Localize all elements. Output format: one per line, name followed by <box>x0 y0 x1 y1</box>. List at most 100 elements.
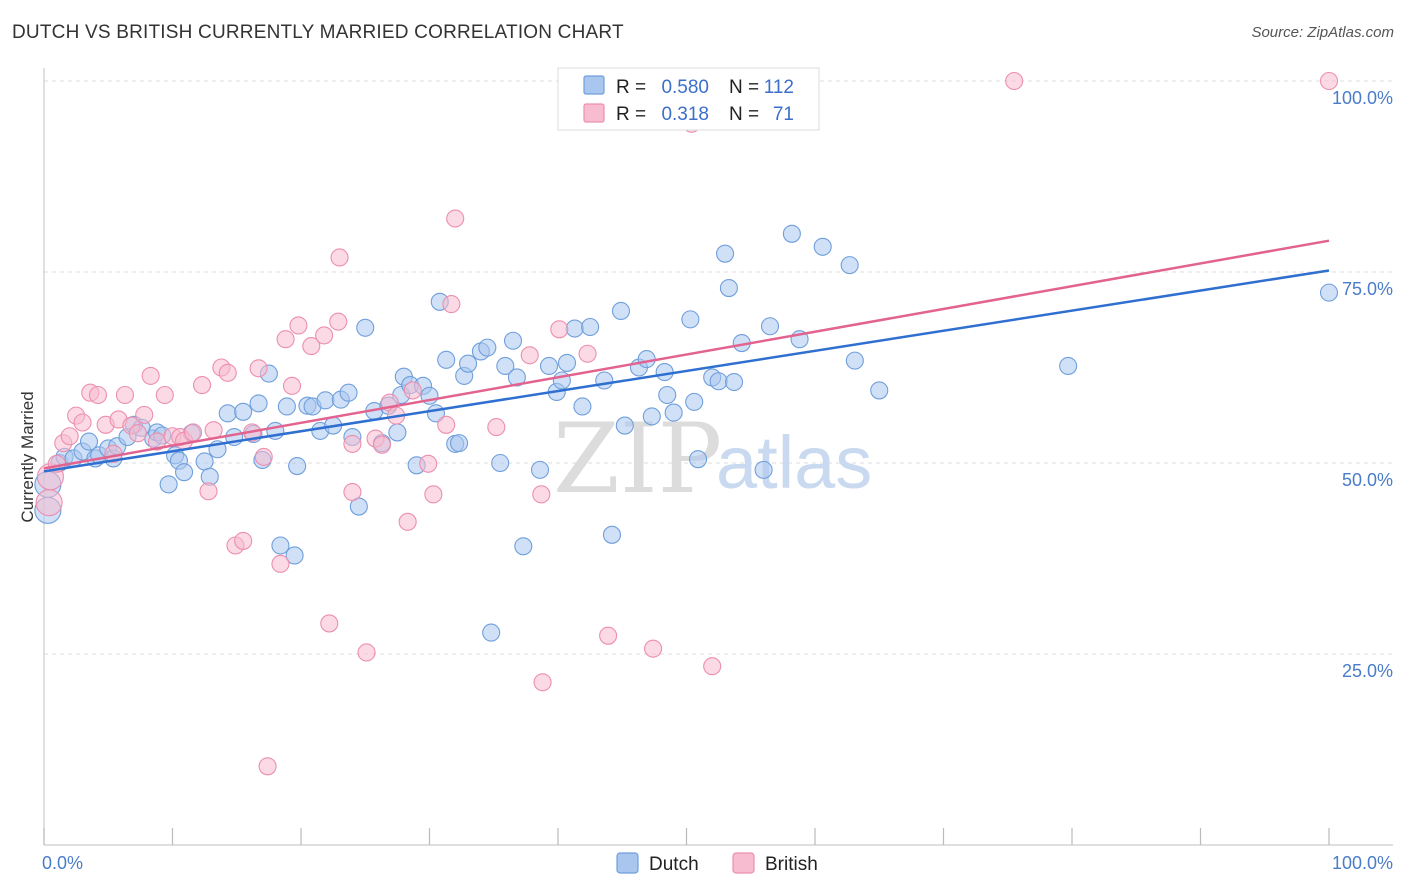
british-point <box>703 657 722 676</box>
british-point <box>276 330 295 349</box>
dutch-point <box>218 404 237 423</box>
british-point <box>218 363 237 382</box>
dutch-point <box>388 423 407 442</box>
bottom-legend-label-dutch: Dutch <box>649 854 699 875</box>
dutch-point <box>581 317 600 337</box>
dutch-point <box>595 371 614 390</box>
legend-n-label-british: N = <box>729 104 759 125</box>
dutch-point <box>316 391 335 410</box>
dutch-point <box>642 407 661 426</box>
british-point <box>329 312 348 331</box>
dutch-point <box>685 392 704 411</box>
dutch-point <box>277 397 296 416</box>
dutch-point <box>611 301 631 321</box>
source-label: Source: ZipAtlas.com <box>1251 24 1394 41</box>
british-point <box>1319 71 1339 91</box>
legend-n-value-dutch: 112 <box>764 77 794 98</box>
british-point <box>330 248 349 267</box>
dutch-trend-line <box>43 269 1330 473</box>
british-point <box>487 418 506 437</box>
british-point <box>60 427 79 446</box>
dutch-point <box>565 319 584 338</box>
british-point <box>141 366 160 385</box>
british-point <box>115 385 135 405</box>
y-tick-label-50: 50.0% <box>1342 470 1393 490</box>
dutch-point <box>503 331 523 350</box>
british-point <box>302 337 321 356</box>
legend-r-value-british: 0.318 <box>661 104 709 125</box>
legend-r-label-dutch: R = <box>616 77 646 98</box>
british-point <box>155 385 174 405</box>
dutch-point <box>271 536 290 555</box>
british-point <box>193 376 212 395</box>
british-point <box>533 673 552 692</box>
dutch-point <box>715 244 735 263</box>
british-point <box>599 626 618 645</box>
british-point <box>315 326 334 345</box>
bottom-legend-swatch-british <box>732 852 755 874</box>
british-point <box>184 423 203 442</box>
british-point <box>372 435 392 454</box>
watermark-atlas: atlas <box>716 421 872 504</box>
x-tick-label-100: 100.0% <box>1332 853 1393 873</box>
dutch-point <box>234 402 253 421</box>
top-legend: R = 0.580 N = 112 R = 0.318 N = 71 <box>557 67 820 131</box>
british-point <box>398 512 417 531</box>
british-point <box>128 424 147 443</box>
dutch-point <box>437 350 456 369</box>
dutch-point <box>539 356 559 376</box>
dutch-point <box>724 372 744 392</box>
bottom-legend: Dutch British <box>616 852 818 875</box>
british-point <box>424 485 443 504</box>
dutch-point <box>655 363 674 382</box>
legend-n-label-dutch: N = <box>729 77 759 98</box>
dutch-point <box>530 460 550 479</box>
british-point <box>249 359 268 378</box>
dutch-point <box>637 350 656 369</box>
dutch-point <box>681 310 700 329</box>
british-point <box>357 643 376 662</box>
british-point <box>442 295 461 314</box>
british-point <box>282 376 302 395</box>
dutch-point <box>664 403 683 422</box>
british-point <box>73 413 92 432</box>
british-point <box>578 344 597 363</box>
chart-title: DUTCH VS BRITISH CURRENTLY MARRIED CORRE… <box>12 22 624 43</box>
british-point <box>35 489 63 517</box>
british-point <box>135 405 154 424</box>
dutch-point <box>288 457 307 476</box>
dutch-point <box>496 356 515 376</box>
british-point <box>234 531 253 550</box>
dutch-point <box>658 385 677 405</box>
dutch-point <box>195 452 214 471</box>
legend-r-value-dutch: 0.580 <box>661 77 709 98</box>
british-point <box>254 447 273 466</box>
british-point <box>271 554 290 573</box>
x-axis-ticks <box>43 828 1330 845</box>
dutch-point <box>557 353 577 372</box>
dutch-point <box>813 237 832 256</box>
dutch-point <box>615 416 634 435</box>
british-point <box>320 614 339 633</box>
dutch-point <box>782 224 801 243</box>
y-tick-label-75: 75.0% <box>1342 279 1393 299</box>
dutch-point <box>159 475 178 494</box>
british-points <box>35 71 1339 776</box>
british-point <box>1005 71 1024 91</box>
british-point <box>289 316 308 335</box>
dutch-point <box>507 368 526 387</box>
dutch-point <box>760 317 780 336</box>
dutch-point <box>709 372 728 391</box>
dutch-point <box>602 525 622 544</box>
dutch-point <box>514 537 533 556</box>
gridlines <box>44 80 1393 655</box>
british-point <box>258 757 277 776</box>
british-point <box>446 209 465 228</box>
dutch-point <box>482 623 501 642</box>
dutch-point <box>285 546 304 565</box>
dutch-point <box>478 338 497 357</box>
x-tick-label-0: 0.0% <box>42 853 83 873</box>
british-point <box>437 415 456 434</box>
british-trend-line <box>43 239 1330 470</box>
